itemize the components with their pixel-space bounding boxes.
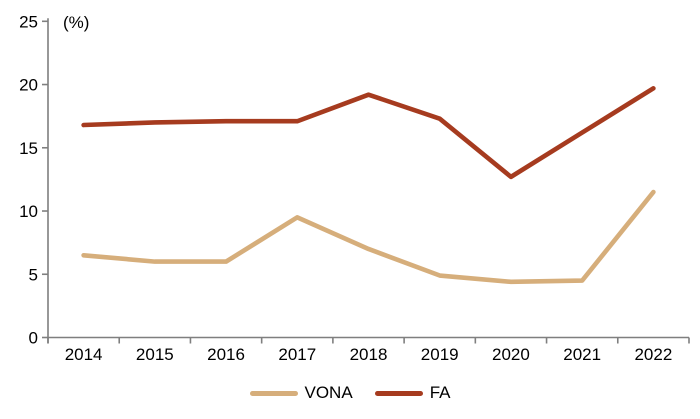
vona-line-swatch [249,390,298,396]
legend-label-fa: FA [429,383,451,402]
svg-text:2021: 2021 [563,345,601,364]
legend-label-vona: VONA [304,383,353,402]
y-axis-unit-label: (%) [63,13,90,32]
svg-text:5: 5 [29,265,38,284]
svg-text:20: 20 [19,76,38,95]
svg-text:2020: 2020 [492,345,530,364]
svg-text:2016: 2016 [207,345,245,364]
fa-line-swatch [374,390,423,396]
chart-legend: VONA FA [0,383,700,403]
svg-text:0: 0 [29,329,38,348]
legend-item-fa: FA [374,383,451,403]
svg-text:2017: 2017 [278,345,316,364]
svg-text:2014: 2014 [65,345,103,364]
chart-canvas: 0 5 10 15 20 25 2014 2015 2016 2017 2018 2019 2020 20… [19,12,690,364]
svg-text:2022: 2022 [634,345,672,364]
legend-item-vona: VONA [249,383,353,403]
svg-text:10: 10 [19,202,38,221]
svg-text:25: 25 [19,12,38,31]
svg-text:2015: 2015 [136,345,174,364]
svg-text:15: 15 [19,139,38,158]
svg-text:2018: 2018 [350,345,388,364]
svg-text:2019: 2019 [421,345,459,364]
